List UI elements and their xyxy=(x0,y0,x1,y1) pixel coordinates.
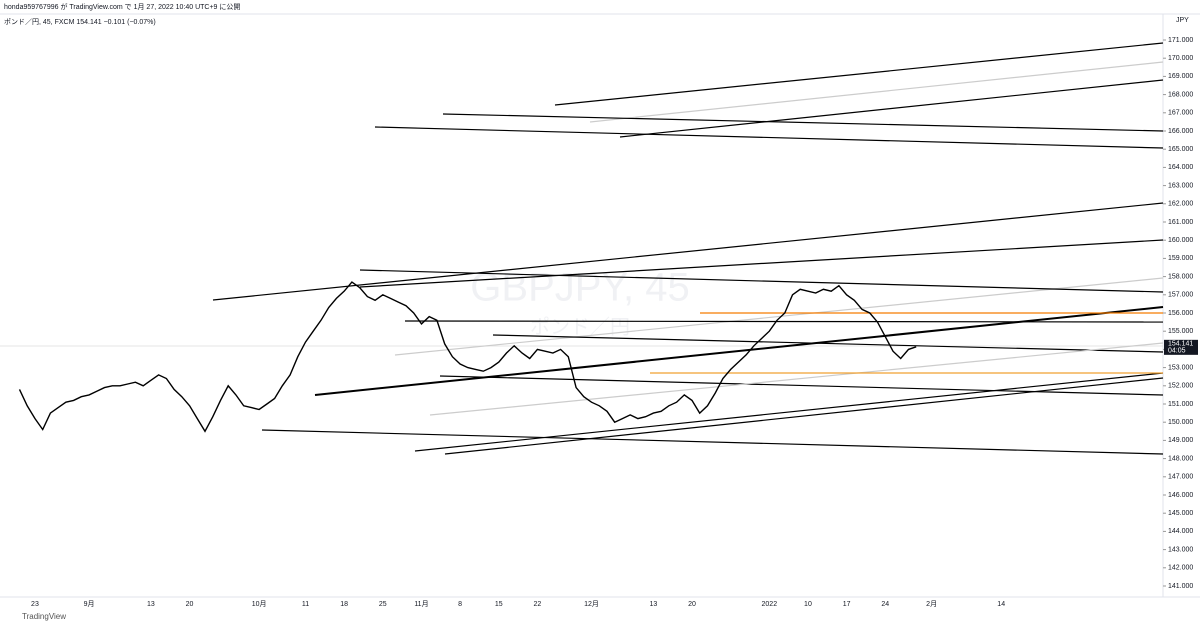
x-tick-label: 12月 xyxy=(584,600,599,608)
y-tick-label: 166.000 xyxy=(1168,128,1193,135)
trend-line xyxy=(589,61,1164,123)
y-tick-label: 165.000 xyxy=(1168,146,1193,153)
x-tick-label: 17 xyxy=(843,601,851,608)
trend-line xyxy=(212,202,1164,301)
x-tick-label: 20 xyxy=(186,601,194,608)
trend-line xyxy=(374,126,1164,149)
x-tick-label: 13 xyxy=(147,601,155,608)
y-tick-label: 155.000 xyxy=(1168,328,1193,335)
y-tick-label: 162.000 xyxy=(1168,201,1193,208)
trend-line xyxy=(359,269,1164,293)
y-tick-label: 171.000 xyxy=(1168,37,1193,44)
x-tick-label: 24 xyxy=(881,601,889,608)
x-tick-label: 25 xyxy=(379,601,387,608)
last-price-box xyxy=(1164,339,1198,355)
currency: JPY xyxy=(1176,17,1189,24)
trend-line xyxy=(394,277,1164,356)
y-tick-label: 142.000 xyxy=(1168,565,1193,572)
x-tick-label: 22 xyxy=(534,601,542,608)
y-tick-label: 145.000 xyxy=(1168,510,1193,517)
x-tick-label: 13 xyxy=(649,601,657,608)
y-tick-label: 156.000 xyxy=(1168,310,1193,317)
publisher: honda959767996 が TradingView.com で 1月 27… xyxy=(4,2,240,11)
y-tick-label: 141.000 xyxy=(1168,583,1193,590)
x-tick-label: 18 xyxy=(340,601,348,608)
y-tick-label: 161.000 xyxy=(1168,219,1193,226)
y-tick-label: 164.000 xyxy=(1168,164,1193,171)
trend-line xyxy=(414,372,1164,452)
trend-line xyxy=(444,377,1164,455)
x-tick-label: 2月 xyxy=(926,600,937,608)
y-tick-label: 167.000 xyxy=(1168,110,1193,117)
symbol-info: ポンド／円, 45, FXCM 154.141 −0.101 (−0.07%) xyxy=(4,18,156,26)
y-tick-label: 150.000 xyxy=(1168,419,1193,426)
y-tick-label: 152.000 xyxy=(1168,383,1193,390)
x-tick-label: 14 xyxy=(997,601,1005,608)
countdown: 04:05 xyxy=(1168,348,1186,355)
watermark: GBPJPY, 45 xyxy=(470,266,689,310)
y-tick-label: 163.000 xyxy=(1168,182,1193,189)
y-tick-label: 149.000 xyxy=(1168,437,1193,444)
y-tick-label: 168.000 xyxy=(1168,91,1193,98)
y-tick-label: 144.000 xyxy=(1168,528,1193,535)
x-tick-label: 15 xyxy=(495,601,503,608)
y-tick-label: 151.000 xyxy=(1168,401,1193,408)
y-tick-label: 143.000 xyxy=(1168,546,1193,553)
price-line xyxy=(18,281,917,433)
last-price-label: 154.141 xyxy=(1168,341,1193,348)
y-tick-label: 147.000 xyxy=(1168,474,1193,481)
trend-line xyxy=(261,429,1164,455)
y-tick-label: 157.000 xyxy=(1168,292,1193,299)
y-tick-label: 170.000 xyxy=(1168,55,1193,62)
watermark-sub: ポンド／円 xyxy=(530,315,630,338)
x-tick-label: 8 xyxy=(458,601,462,608)
x-tick-label: 2022 xyxy=(762,601,778,608)
x-tick-label: 9月 xyxy=(84,600,95,608)
x-tick-label: 10 xyxy=(804,601,812,608)
trend-line xyxy=(554,42,1164,106)
x-tick-label: 23 xyxy=(31,601,39,608)
trend-lines xyxy=(212,42,1164,455)
trend-line xyxy=(404,320,1164,323)
trend-line xyxy=(359,239,1164,288)
trend-line xyxy=(439,375,1164,396)
y-tick-label: 148.000 xyxy=(1168,455,1193,462)
y-tick-label: 160.000 xyxy=(1168,237,1193,244)
x-tick-label: 11月 xyxy=(414,600,428,608)
y-tick-label: 153.000 xyxy=(1168,364,1193,371)
trend-line xyxy=(619,79,1164,138)
x-tick-label: 11 xyxy=(302,601,309,608)
trend-line xyxy=(442,113,1164,132)
y-tick-label: 146.000 xyxy=(1168,492,1193,499)
x-tick-label: 10月 xyxy=(252,600,267,608)
trend-line xyxy=(492,334,1164,353)
trend-line xyxy=(429,342,1164,416)
brand: TradingView xyxy=(22,612,66,621)
y-tick-label: 169.000 xyxy=(1168,73,1193,80)
y-tick-label: 159.000 xyxy=(1168,255,1193,262)
x-tick-label: 20 xyxy=(688,601,696,608)
y-tick-label: 158.000 xyxy=(1168,273,1193,280)
